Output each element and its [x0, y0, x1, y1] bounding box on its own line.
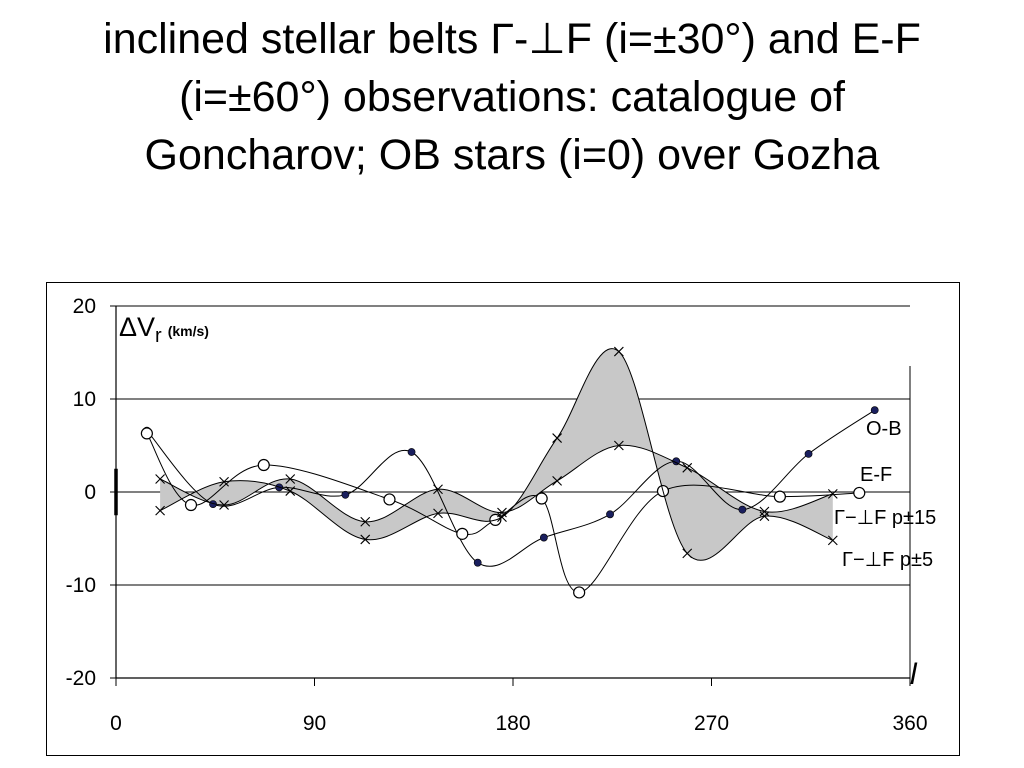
title-line-2: (i=±60°) observations: catalogue of: [179, 73, 845, 121]
series-3-f-p-15-point: [360, 516, 371, 527]
legend-label-f-p-15: Γ−⊥F p±15: [834, 507, 936, 529]
x-marker-stroke: [219, 476, 229, 487]
series-4-f-p-5-point: [682, 548, 693, 559]
series-3-f-p-15-point: [285, 474, 296, 484]
x-marker-stroke: [285, 486, 296, 496]
series-3-f-p-15-point: [433, 484, 443, 495]
series-4-f-p-5-point: [759, 511, 770, 522]
series-group: [140, 346, 879, 599]
series-4-f-p-5-point: [360, 534, 371, 545]
legend-label-e-f: E-F: [860, 464, 892, 486]
series-2-e-f-point: [184, 498, 198, 512]
x-marker-stroke: [497, 512, 507, 522]
x-marker-stroke: [360, 534, 371, 545]
series-4-f-p-5-point: [433, 508, 443, 519]
y-tick-label: -10: [66, 574, 96, 597]
x-marker-stroke: [759, 506, 770, 517]
series-1-o-b-point: [870, 406, 879, 415]
chart-text: ΔVr (km/s) l 20 10 0 -10 -20 0 90 180 270 360 O-B E-…: [66, 295, 937, 735]
series-2-e-f-point: [257, 458, 270, 472]
x-marker-stroke: [155, 505, 166, 516]
series-1-o-b-point: [473, 558, 482, 567]
series-2-e-f-point: [853, 486, 866, 500]
series-1-o-b-point: [407, 448, 416, 456]
title-line-1: inclined stellar belts Γ-⊥F (i=±30°) and…: [103, 15, 921, 63]
series-1-o-b-point: [539, 533, 548, 542]
series-3-f-p-15-point: [613, 440, 624, 451]
series-1-o-b-point: [606, 510, 614, 519]
series-4-f-p-5-point: [613, 346, 624, 357]
grid-lines: [116, 305, 910, 586]
series-3-f-p-15-point: [219, 500, 229, 510]
x-marker-stroke: [433, 484, 443, 495]
band-fill: [160, 348, 833, 561]
series-4-f-p-5-point: [497, 512, 507, 522]
series-4-f-p-5-point: [219, 476, 229, 487]
series-3-f-p-15-point: [552, 475, 562, 486]
series-3-f-p-15-point: [759, 506, 770, 517]
slide-title: inclined stellar belts Γ-⊥F (i=±30°) and…: [0, 10, 1024, 184]
series-4-f-p-5-point: [155, 505, 166, 516]
series-2-e-f-point: [773, 490, 786, 503]
x-axis-label: l: [910, 658, 918, 691]
series-2-e-f-point: [573, 586, 586, 599]
x-marker-stroke: [759, 511, 770, 522]
x-marker-stroke: [613, 440, 624, 451]
x-marker-stroke: [827, 488, 838, 499]
shaded-band-between-gamma-series: [160, 348, 833, 561]
legend-label-f-p-5: Γ−⊥F p±5: [842, 549, 933, 571]
y-tick-label: 10: [73, 388, 96, 411]
series-4-f-p-5-point: [827, 535, 838, 546]
x-marker-stroke: [827, 535, 838, 546]
x-tick-label: 90: [303, 712, 326, 735]
x-marker-stroke: [613, 346, 624, 357]
series-2-e-f-point: [456, 527, 469, 540]
x-marker-stroke: [682, 462, 693, 473]
series-3-f-p-15-point: [155, 474, 166, 484]
title-line-3: Goncharov; OB stars (i=0) over Gozha: [144, 131, 880, 179]
y-axis-label: ΔVr (km/s): [119, 312, 209, 347]
series-4-f-p-5-point: [285, 486, 296, 496]
y-tick-label: 20: [73, 295, 96, 318]
y-tick-label: -20: [66, 667, 96, 690]
x-tick-label: 0: [110, 712, 122, 735]
x-tick-label: 360: [892, 712, 927, 735]
x-marker-stroke: [497, 507, 507, 518]
x-tick-label: 180: [495, 712, 530, 735]
axes: [110, 305, 911, 686]
series-4-f-p-5-point: [552, 433, 562, 443]
series-4-f-p-5-line: [159, 348, 833, 561]
series-3-f-p-15-point: [682, 462, 693, 473]
series-1-o-b-point: [804, 449, 813, 458]
x-marker-stroke: [155, 474, 166, 484]
x-marker-stroke: [360, 516, 371, 527]
series-1-o-b-point: [738, 505, 747, 514]
x-marker-stroke: [285, 474, 296, 484]
x-marker-stroke: [552, 433, 562, 443]
x-tick-label: 270: [694, 712, 729, 735]
series-1-o-b-point: [341, 490, 350, 499]
x-marker-stroke: [433, 508, 443, 519]
series-2-e-f-point: [140, 427, 153, 440]
x-marker-stroke: [682, 548, 693, 559]
legend-label-o-b: O-B: [866, 418, 902, 440]
series-2-e-f-point: [535, 492, 548, 505]
x-marker-stroke: [552, 475, 562, 486]
series-3-f-p-15-point: [827, 488, 838, 499]
series-2-e-f-point: [383, 493, 396, 506]
x-marker-stroke: [219, 500, 229, 510]
y-tick-label: 0: [84, 481, 96, 504]
